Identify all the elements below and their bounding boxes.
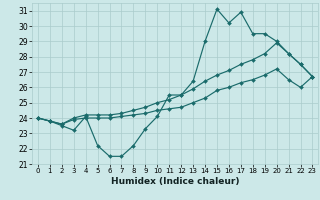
X-axis label: Humidex (Indice chaleur): Humidex (Indice chaleur) — [111, 177, 239, 186]
